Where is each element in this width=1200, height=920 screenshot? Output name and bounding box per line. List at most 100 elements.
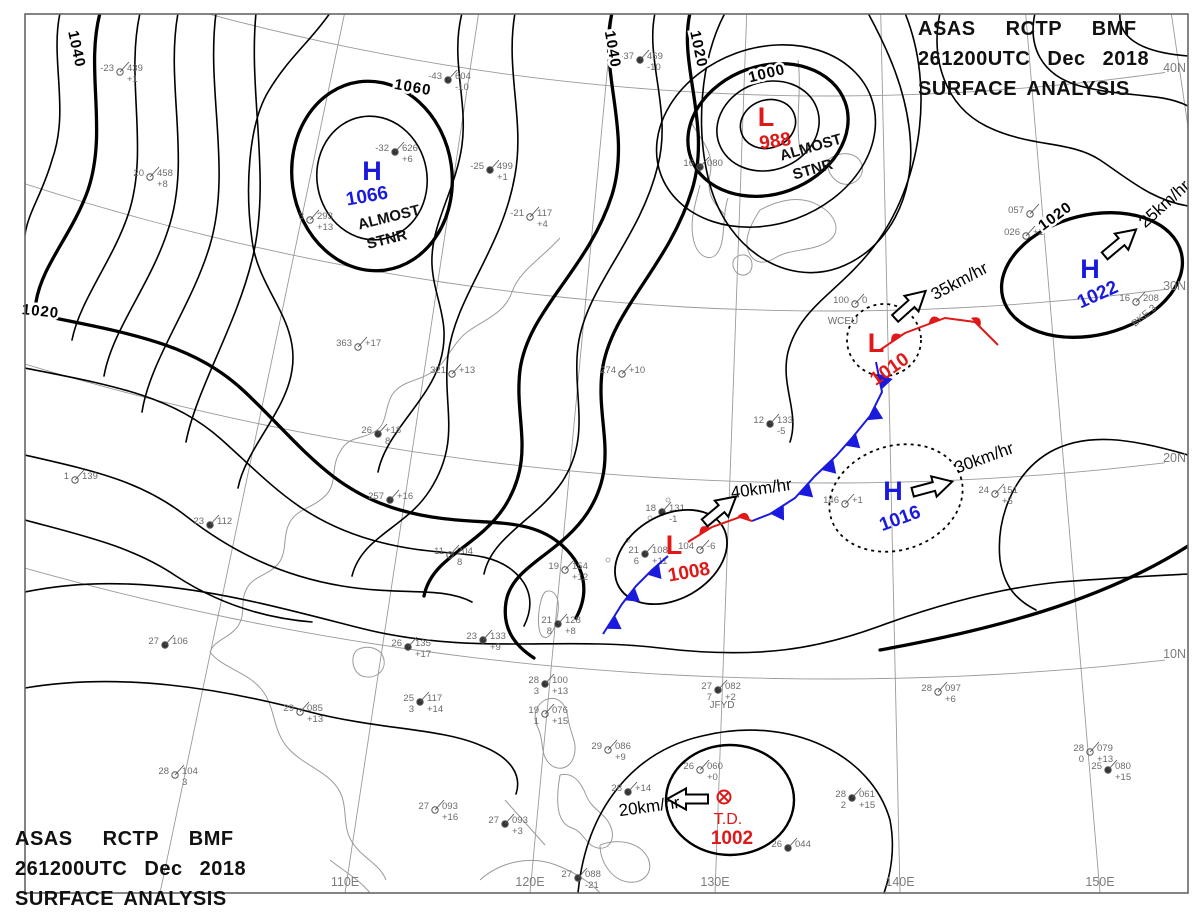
station-temp: 28 [528, 675, 539, 686]
wind-barb [447, 69, 458, 81]
pressure-value: 988 [758, 129, 792, 154]
station-plot: 146 +1 [823, 493, 863, 508]
station-pressure: 139 [82, 471, 98, 482]
station-temp: 19 [548, 561, 559, 572]
station-tendency: +5 [1002, 496, 1013, 507]
wind-barb [419, 691, 430, 703]
station-id-label: JFYD [710, 700, 735, 711]
isobar-label: 1040 [601, 29, 624, 69]
pressure-value: 1016 [877, 502, 924, 536]
latitude-label: 20N [1163, 451, 1186, 465]
station-tendency: +17 [415, 649, 431, 660]
station-tendency: -1 [669, 514, 677, 525]
station-temp: -43 [428, 71, 442, 82]
wind-barb [851, 787, 862, 799]
pressure-letter: L [666, 530, 683, 560]
motion-arrow-glyph [1100, 228, 1138, 261]
station-plot: 104 -6 [678, 539, 715, 554]
station-plot: -32 626+6 [375, 141, 418, 165]
coastline [691, 184, 729, 259]
station-circle [306, 216, 314, 224]
wind-barb [449, 544, 460, 556]
wind-barb [661, 501, 672, 513]
wind-barb [489, 159, 500, 171]
station-plot: -23 439+1 [100, 61, 143, 85]
title-line-3: SURFACE ANALYSIS [918, 78, 1130, 100]
title-line-2: 261200UTC Dec 2018 [918, 48, 1150, 70]
station-plot: 28 061+15 2 [835, 787, 875, 811]
station-pressure: -6 [707, 541, 715, 552]
tropical-depression-symbol [716, 789, 732, 805]
isobar-closed [655, 44, 877, 228]
station-plot: 19 076+15 1 [528, 703, 568, 727]
latitude-label: 10N [1163, 647, 1186, 661]
station-plot: 3 293+13 [299, 209, 333, 233]
pressure-value: 1002 [711, 828, 753, 849]
station-plot: 27 093+3 [488, 813, 528, 837]
pressure-value: 1008 [666, 559, 711, 587]
station-pressure: 117 [427, 693, 442, 704]
station-plot: 26 +188 [361, 423, 401, 447]
motion-arrows-layer: 35km/hr 25km/hr 30km/hr 40km/hr 20km/hr [618, 176, 1194, 820]
warm-front-semicircle [699, 526, 711, 535]
isobar [237, 14, 331, 489]
motion-arrow [1100, 228, 1138, 261]
station-temp: 21 [541, 615, 552, 626]
station-plot: -21 117+4 [510, 206, 552, 230]
station-circle [354, 343, 362, 351]
cold-front-triangle [798, 482, 814, 498]
station-temp: 257 [368, 491, 384, 502]
station-plot: 28 097+6 [921, 681, 961, 705]
station-pressure: 080 [1115, 761, 1131, 772]
isobar [34, 14, 102, 304]
isobar [503, 14, 701, 660]
station-tendency: 8 [457, 557, 462, 568]
map-frame-border [24, 13, 1189, 894]
station-pressure: 204 [457, 546, 473, 557]
station-dewpoint: 6 [634, 556, 639, 567]
station-tendency: 8 [385, 436, 390, 447]
warm-front-semicircle [891, 333, 902, 343]
latitude-label: 40N [1163, 61, 1186, 75]
wind-barb [357, 336, 368, 348]
station-circle [696, 546, 704, 554]
station-circle [171, 771, 179, 779]
station-plot: 28 100+13 3 [528, 673, 568, 697]
station-tendency: +2 [725, 692, 736, 703]
station-tendency: +8 [565, 626, 576, 637]
station-plot: 19 154+12 [548, 559, 588, 583]
wind-barb [482, 629, 493, 641]
station-plot: 29 086+9 [591, 739, 631, 763]
wind-barb [394, 141, 405, 153]
isobar [878, 544, 1188, 652]
station-circle [431, 806, 439, 814]
fronts-layer [602, 316, 999, 635]
station-pressure: 151 [1002, 485, 1018, 496]
station-temp: 26 [391, 638, 402, 649]
wind-barb [299, 701, 310, 713]
station-circle [296, 708, 304, 716]
wind-barb [544, 703, 555, 715]
station-tendency: +6 [945, 694, 956, 705]
wind-barb [769, 413, 780, 425]
station-plot: 21 108+11 6 [628, 543, 668, 567]
station-tendency: -10 [455, 82, 469, 93]
station-plot: 23 112 [193, 514, 232, 529]
station-temp: 27 [488, 815, 499, 826]
station-temp: 28 [921, 683, 932, 694]
wind-barb [74, 469, 85, 481]
speed-label: 20km/hr [618, 793, 682, 820]
station-circle [146, 173, 154, 181]
station-pressure: 439 [127, 63, 143, 74]
station-tendency: +3 [512, 826, 523, 837]
station-pressure: 060 [707, 761, 723, 772]
station-pressure: 106 [172, 636, 188, 647]
longitude-label: 110E [331, 875, 359, 889]
cold-front-triangle [867, 405, 884, 421]
isobar-label: 1040 [64, 29, 88, 69]
title-line-2: 261200UTC Dec 2018 [15, 858, 247, 880]
wind-barb [544, 673, 555, 685]
